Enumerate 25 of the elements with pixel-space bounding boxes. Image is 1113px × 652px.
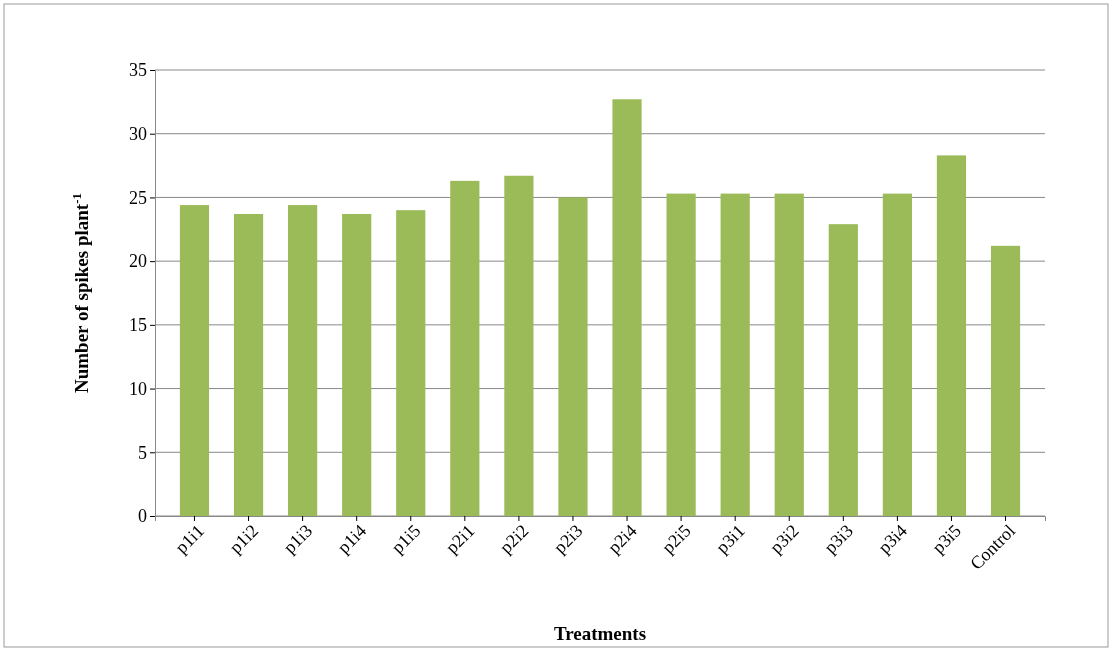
bar xyxy=(288,205,318,516)
bar xyxy=(720,193,750,516)
bar xyxy=(504,175,534,516)
y-tick-label: 0 xyxy=(138,506,147,527)
bar xyxy=(558,197,588,516)
y-tick-label: 20 xyxy=(129,251,147,272)
x-axis-title: Treatments xyxy=(553,623,647,644)
y-tick-label: 35 xyxy=(129,60,147,81)
y-tick-label: 10 xyxy=(129,378,147,399)
bar xyxy=(612,99,642,516)
bar xyxy=(233,213,264,516)
bar xyxy=(990,245,1021,516)
y-tick-label: 15 xyxy=(129,315,147,336)
bar xyxy=(450,180,480,516)
y-tick-label: 5 xyxy=(138,442,147,463)
bar xyxy=(396,210,426,516)
bar xyxy=(828,224,858,516)
bar xyxy=(774,193,804,516)
bar xyxy=(936,155,967,516)
bar xyxy=(666,193,696,516)
bar xyxy=(342,213,372,516)
bar xyxy=(179,205,210,516)
y-tick-label: 25 xyxy=(129,187,147,208)
bar xyxy=(882,193,912,516)
y-tick-label: 30 xyxy=(129,123,147,144)
